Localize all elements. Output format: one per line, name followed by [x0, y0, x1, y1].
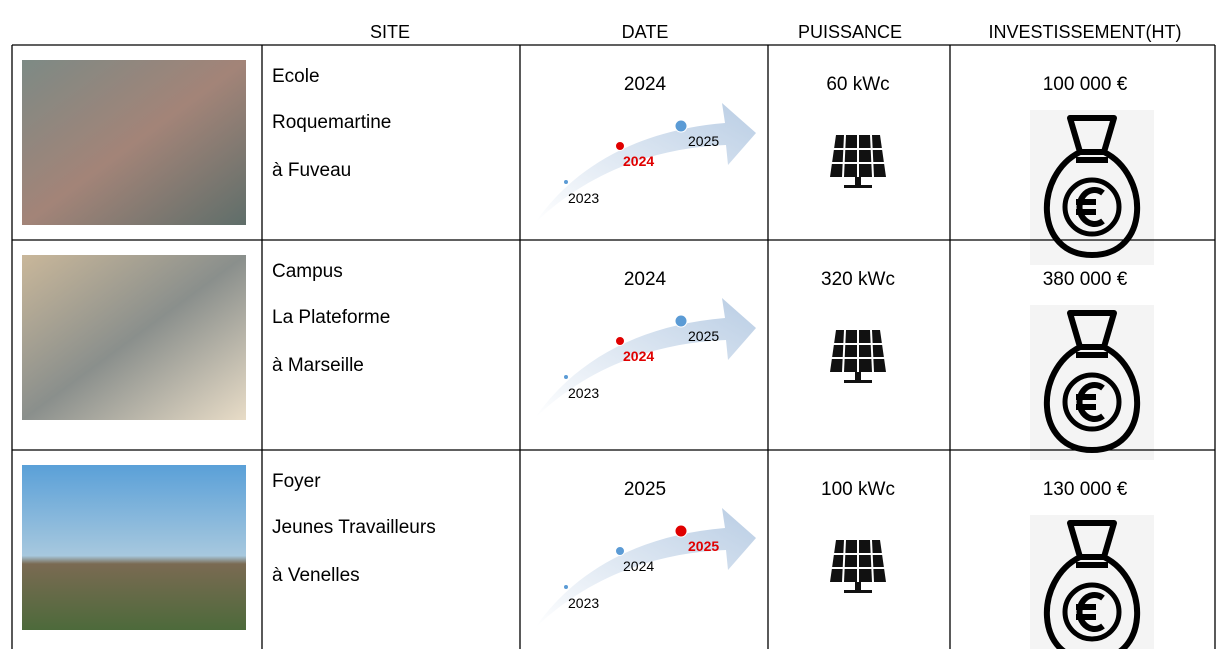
date: 2024	[624, 269, 667, 290]
date: 2025	[624, 479, 666, 500]
site-photo	[22, 60, 246, 225]
investment: 380 000 €	[1043, 269, 1128, 290]
site-photo	[22, 465, 246, 630]
power: 100 kWc	[821, 479, 895, 500]
timeline-dot	[616, 337, 625, 346]
timeline-dot	[564, 375, 569, 380]
site-name: Jeunes Travailleurs	[272, 517, 436, 538]
timeline-label: 2023	[568, 595, 599, 611]
timeline-label: 2025	[688, 328, 719, 344]
power: 320 kWc	[821, 269, 895, 290]
site-name: Roquemartine	[272, 112, 391, 133]
table-row: Campus La Plateforme à Marseille 2024 2023 20…	[22, 255, 1154, 460]
timeline-dot	[675, 120, 687, 132]
timeline-dot	[675, 315, 687, 327]
timeline-label: 2023	[568, 385, 599, 401]
investment: 100 000 €	[1043, 74, 1128, 95]
site-name: Campus	[272, 261, 343, 282]
timeline-label: 2023	[568, 190, 599, 206]
timeline-dot	[616, 547, 625, 556]
date: 2024	[624, 74, 667, 95]
site-photo	[22, 255, 246, 420]
page: SITE DATE PUISSANCE INVESTISSEMENT(HT) Ecole…	[0, 0, 1221, 649]
timeline-label: 2024	[623, 348, 654, 364]
site-name: Ecole	[272, 66, 320, 87]
timeline-dot	[616, 142, 625, 151]
column-header: INVESTISSEMENT(HT)	[988, 22, 1181, 42]
site-name: La Plateforme	[272, 307, 390, 328]
timeline-label: 2024	[623, 153, 654, 169]
timeline-label: 2025	[688, 538, 719, 554]
column-header: DATE	[622, 22, 669, 42]
timeline-label: 2025	[688, 133, 719, 149]
site-name: Foyer	[272, 471, 321, 492]
timeline-dot	[564, 585, 569, 590]
site-name: à Fuveau	[272, 160, 351, 181]
investment: 130 000 €	[1043, 479, 1128, 500]
site-name: à Marseille	[272, 355, 364, 376]
column-header: PUISSANCE	[798, 22, 902, 42]
power: 60 kWc	[826, 74, 889, 95]
column-header: SITE	[370, 22, 410, 42]
site-name: à Venelles	[272, 565, 360, 586]
timeline-dot	[564, 180, 569, 185]
timeline-label: 2024	[623, 558, 654, 574]
table-row: Ecole Roquemartine à Fuveau 2024 2023 2024 202…	[22, 60, 1154, 265]
table-row: Foyer Jeunes Travailleurs à Venelles 2025 20…	[22, 465, 1154, 649]
timeline-dot	[675, 525, 687, 537]
